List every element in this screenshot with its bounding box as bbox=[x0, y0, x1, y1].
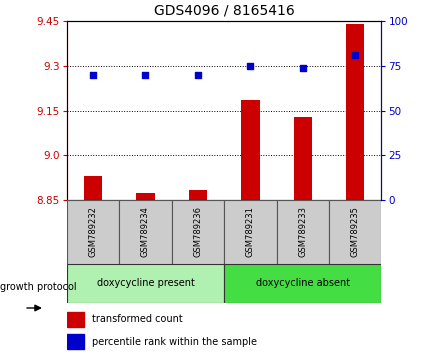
Point bbox=[246, 63, 253, 69]
Point bbox=[194, 72, 201, 78]
Point bbox=[142, 72, 149, 78]
Bar bbox=[328, 200, 381, 264]
Text: GSM789236: GSM789236 bbox=[193, 206, 202, 257]
Point bbox=[89, 72, 96, 78]
Bar bbox=[241, 100, 259, 200]
Text: growth protocol: growth protocol bbox=[0, 282, 77, 292]
Text: transformed count: transformed count bbox=[91, 314, 182, 324]
Text: GSM789234: GSM789234 bbox=[141, 206, 150, 257]
Text: doxycycline present: doxycycline present bbox=[96, 278, 194, 288]
Bar bbox=[171, 200, 224, 264]
Point bbox=[298, 65, 305, 70]
Point bbox=[351, 52, 358, 58]
Title: GDS4096 / 8165416: GDS4096 / 8165416 bbox=[154, 3, 294, 17]
Text: doxycycline absent: doxycycline absent bbox=[255, 278, 349, 288]
Bar bbox=[136, 193, 154, 200]
Bar bbox=[293, 116, 311, 200]
Bar bbox=[224, 200, 276, 264]
Text: GSM789231: GSM789231 bbox=[245, 206, 254, 257]
Bar bbox=[67, 264, 224, 303]
Text: GSM789232: GSM789232 bbox=[88, 206, 97, 257]
Bar bbox=[67, 200, 119, 264]
Bar bbox=[224, 264, 381, 303]
Bar bbox=[67, 312, 84, 327]
Text: GSM789235: GSM789235 bbox=[350, 206, 359, 257]
Bar bbox=[119, 200, 171, 264]
Bar bbox=[276, 200, 328, 264]
Bar bbox=[67, 334, 84, 349]
Text: GSM789233: GSM789233 bbox=[298, 206, 307, 257]
Bar bbox=[188, 190, 206, 200]
Bar bbox=[345, 24, 363, 200]
Bar bbox=[84, 176, 102, 200]
Text: percentile rank within the sample: percentile rank within the sample bbox=[91, 337, 256, 347]
